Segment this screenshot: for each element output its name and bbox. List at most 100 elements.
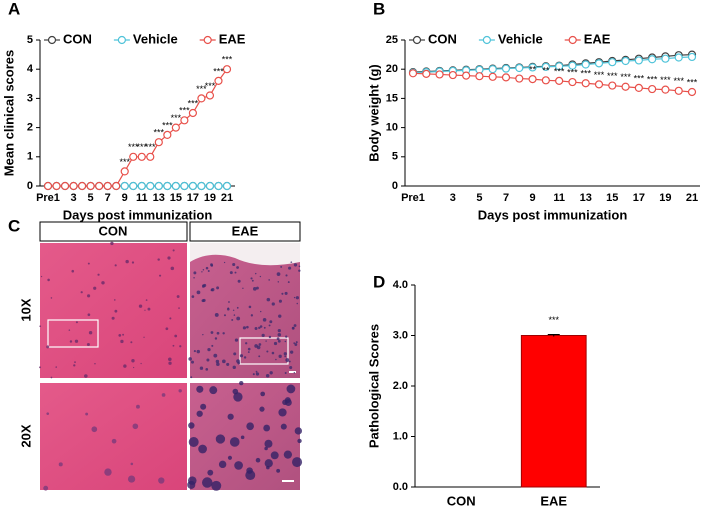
series bbox=[408, 52, 697, 77]
y-tick-label: 20 bbox=[386, 63, 398, 75]
legend-label: CON bbox=[63, 31, 92, 46]
nucleus bbox=[268, 279, 270, 281]
x-tick-label: 13 bbox=[580, 192, 592, 204]
x-tick-label: 9 bbox=[122, 192, 128, 204]
nucleus bbox=[270, 451, 279, 460]
series bbox=[43, 65, 232, 191]
nucleus bbox=[275, 358, 277, 361]
nucleus bbox=[283, 450, 293, 459]
x-tick-label: 3 bbox=[71, 192, 77, 204]
nucleus bbox=[223, 314, 227, 317]
panel-letter: C bbox=[8, 216, 20, 235]
nucleus bbox=[293, 324, 297, 327]
nucleus bbox=[234, 461, 243, 470]
nucleus bbox=[285, 274, 288, 277]
nucleus bbox=[245, 470, 256, 481]
significance-label: ** bbox=[529, 65, 537, 75]
nucleus bbox=[84, 374, 88, 378]
marker bbox=[154, 138, 163, 147]
nucleus bbox=[229, 271, 233, 275]
nucleus bbox=[290, 261, 293, 263]
nucleus bbox=[247, 351, 250, 353]
nucleus bbox=[138, 304, 143, 308]
marker bbox=[188, 181, 198, 191]
nucleus bbox=[222, 359, 226, 364]
bar bbox=[520, 335, 587, 488]
y-tick-label: 2 bbox=[27, 122, 33, 134]
nucleus bbox=[210, 331, 214, 334]
nucleus bbox=[255, 372, 260, 376]
marker bbox=[69, 181, 78, 191]
marker bbox=[515, 74, 524, 83]
nucleus bbox=[131, 261, 135, 264]
significance-label: *** bbox=[128, 142, 139, 152]
nucleus bbox=[176, 295, 180, 299]
nucleus bbox=[293, 372, 296, 374]
nucleus bbox=[293, 263, 298, 267]
nucleus bbox=[294, 343, 298, 346]
nucleus bbox=[205, 368, 209, 371]
x-tick-label: 9 bbox=[530, 192, 536, 204]
nucleus bbox=[43, 485, 49, 491]
legend-label: EAE bbox=[584, 31, 611, 46]
nucleus bbox=[269, 371, 273, 375]
marker bbox=[222, 181, 232, 191]
nucleus bbox=[232, 262, 236, 267]
nucleus bbox=[196, 349, 201, 354]
nucleus bbox=[258, 326, 261, 330]
nucleus bbox=[55, 366, 57, 368]
nucleus bbox=[216, 362, 220, 367]
marker bbox=[43, 181, 53, 191]
marker bbox=[205, 181, 215, 191]
nucleus bbox=[266, 350, 269, 353]
nucleus bbox=[234, 271, 237, 274]
nucleus bbox=[231, 318, 234, 321]
nucleus bbox=[87, 294, 91, 298]
y-tick-label: 4 bbox=[27, 63, 34, 75]
nucleus bbox=[93, 286, 97, 290]
nucleus bbox=[263, 326, 266, 329]
nucleus bbox=[259, 406, 265, 412]
nucleus bbox=[216, 331, 220, 335]
marker bbox=[163, 181, 172, 191]
column-header: CON bbox=[99, 223, 128, 238]
marker bbox=[462, 71, 471, 80]
marker bbox=[541, 62, 550, 71]
nucleus bbox=[288, 266, 292, 270]
nucleus bbox=[277, 328, 281, 333]
significance-label: *** bbox=[171, 113, 182, 123]
marker bbox=[137, 181, 146, 191]
significance-label: *** bbox=[205, 81, 216, 91]
significance-label: *** bbox=[119, 157, 130, 167]
nucleus bbox=[130, 341, 133, 344]
zoom-box bbox=[47, 319, 99, 348]
nucleus bbox=[147, 307, 151, 311]
nucleus bbox=[40, 275, 43, 278]
marker bbox=[661, 85, 670, 94]
series-line bbox=[48, 68, 228, 187]
column-header: EAE bbox=[232, 223, 259, 238]
nucleus bbox=[297, 438, 302, 444]
significance-label: *** bbox=[554, 66, 565, 76]
nucleus bbox=[196, 410, 203, 417]
nucleus bbox=[256, 286, 259, 290]
nucleus bbox=[229, 437, 240, 447]
marker bbox=[634, 56, 643, 65]
nucleus bbox=[294, 427, 303, 435]
marker bbox=[188, 108, 198, 118]
significance-label: *** bbox=[647, 74, 658, 84]
nucleus bbox=[118, 334, 122, 337]
nucleus bbox=[201, 271, 203, 273]
nucleus bbox=[127, 475, 136, 483]
marker bbox=[205, 91, 215, 100]
tissue-edge bbox=[190, 243, 300, 266]
nucleus bbox=[245, 342, 248, 345]
nucleus bbox=[46, 412, 50, 415]
significance-label: *** bbox=[634, 73, 645, 83]
nucleus bbox=[188, 437, 199, 448]
marker bbox=[60, 181, 70, 191]
nucleus bbox=[206, 358, 210, 362]
nucleus bbox=[227, 307, 230, 310]
nucleus bbox=[170, 266, 175, 271]
x-tick-label: 21 bbox=[221, 192, 233, 204]
